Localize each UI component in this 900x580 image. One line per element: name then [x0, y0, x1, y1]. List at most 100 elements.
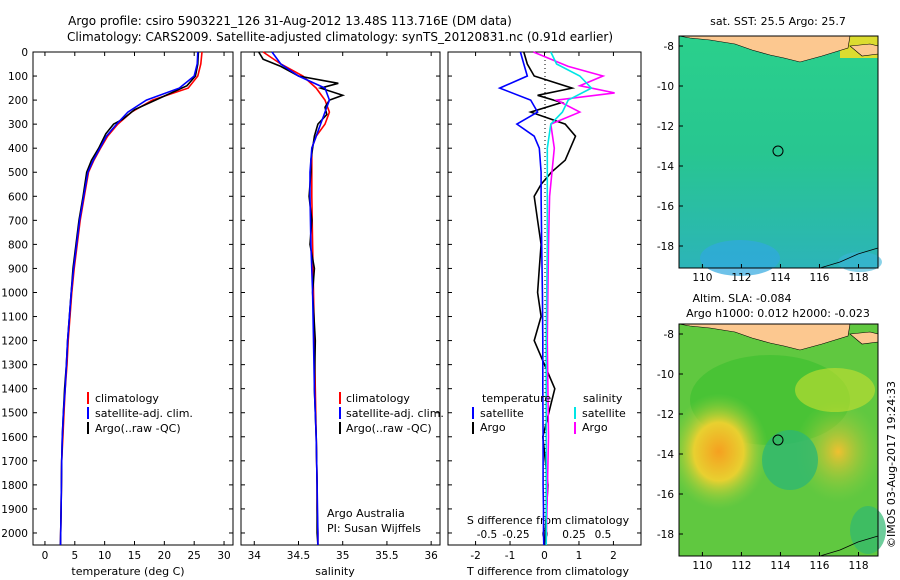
map-x-tick-label: 114	[770, 560, 790, 572]
sla-low-patch-2	[850, 506, 886, 554]
side-stamp: ©IMOS 03-Aug-2017 19:24:33	[885, 381, 898, 548]
sst-map-title: sat. SST: 25.5 Argo: 25.7	[710, 15, 846, 28]
map-x-tick-label: 116	[809, 272, 829, 284]
salinity-satellite-line	[271, 51, 331, 545]
x-tick-label: -1	[505, 550, 515, 562]
temperature-x-axis: 0 5 10 15 20 25 30	[42, 52, 231, 562]
map-x-tick-label: 116	[809, 560, 829, 572]
legend-climatology: climatology	[346, 392, 410, 405]
difference-x-axis: -2 -1 0 1 2	[470, 52, 617, 562]
salinity-panel: 34 34.5 35 35.5 36 salinity climatology sate…	[240, 51, 444, 578]
depth-tick-label: 800	[8, 239, 28, 251]
legend-argo: Argo(..raw -QC)	[95, 422, 181, 435]
depth-tick-label: 1000	[1, 287, 28, 299]
map-y-tick-label: -10	[657, 369, 674, 381]
x-tick-label: 30	[217, 550, 230, 562]
x-tick-label: 1	[576, 550, 583, 562]
sst-map-frame	[678, 35, 879, 269]
map-x-tick-label: 118	[848, 560, 868, 572]
difference-plot-frame	[447, 51, 642, 546]
depth-tick-label: 1300	[1, 360, 28, 372]
temperature-plot-frame	[32, 51, 234, 546]
temperature-climatology-line	[59, 51, 203, 546]
temperature-xlabel: temperature (deg C)	[71, 565, 184, 578]
x-tick-label: 34.5	[287, 550, 310, 562]
x-tick-label: 0	[42, 550, 49, 562]
depth-tick-label: 2000	[1, 528, 28, 540]
map-x-tick-label: 110	[692, 272, 712, 284]
sla-map-panel: Altim. SLA: -0.084 Argo h1000: 0.012 h20…	[657, 292, 886, 572]
legend-salinity-title: salinity	[583, 392, 623, 405]
legend-satellite: satellite-adj. clim.	[95, 407, 193, 420]
sla-map-title-2: Argo h1000: 0.012 h2000: -0.023	[686, 307, 870, 320]
legend-t-satellite: satellite	[480, 407, 524, 420]
credit-pi: PI: Susan Wijffels	[327, 522, 421, 535]
salinity-x-axis: 34 34.5 35 35.5 36	[248, 52, 438, 562]
salinity-legend: climatology satellite-adj. clim. Argo(..…	[339, 392, 444, 435]
sla-map-frame	[678, 323, 879, 557]
map-y-tick-label: -12	[657, 121, 674, 133]
sla-map-axes: -8 -10 -12 -14 -16 -18 110 112 114 116 118	[657, 329, 869, 572]
salinity-plot-frame	[240, 51, 441, 546]
s-diff-tick-label: -0.5	[477, 529, 498, 541]
s-difference-label: S difference from climatology	[467, 514, 630, 527]
diff-temperature-argo-line	[523, 51, 577, 546]
temperature-lines	[59, 51, 203, 546]
x-tick-label: 36	[424, 550, 438, 562]
s-diff-tick-label: -0.25	[502, 529, 529, 541]
title-line-1: Argo profile: csiro 5903221_126 31-Aug-2…	[68, 14, 512, 28]
s-diff-tick-label: 0.5	[595, 529, 612, 541]
difference-legend: temperature satellite Argo salinity sate…	[472, 392, 626, 434]
depth-tick-label: 200	[8, 95, 28, 107]
depth-tick-label: 1800	[1, 480, 28, 492]
x-tick-label: 15	[128, 550, 141, 562]
x-tick-label: 0	[541, 550, 548, 562]
depth-tick-label: 1600	[1, 432, 28, 444]
depth-tick-label: 600	[8, 191, 28, 203]
depth-tick-label: 1400	[1, 384, 28, 396]
diff-salinity-argo-line	[533, 51, 615, 546]
land-java	[678, 35, 851, 63]
salinity-xlabel: salinity	[315, 565, 355, 578]
x-tick-label: 20	[158, 550, 171, 562]
map-x-tick-label: 118	[848, 272, 868, 284]
difference-lines	[497, 51, 615, 546]
depth-tick-label: 400	[8, 143, 28, 155]
depth-tick-label: 1500	[1, 408, 28, 420]
sst-map-sea	[679, 36, 878, 268]
diff-salinity-satellite-line	[545, 51, 593, 545]
depth-tick-label: 0	[21, 47, 28, 59]
depth-tick-label: 1900	[1, 504, 28, 516]
argo-location-marker	[772, 145, 784, 157]
legend-s-satellite: satellite	[582, 407, 626, 420]
salinity-argo-line	[258, 51, 346, 546]
map-y-tick-label: -18	[657, 529, 674, 541]
temperature-argo-line	[59, 51, 200, 546]
temperature-legend: climatology satellite-adj. clim. Argo(..…	[87, 392, 193, 435]
depth-tick-label: 1700	[1, 456, 28, 468]
legend-argo: Argo(..raw -QC)	[346, 422, 432, 435]
temperature-satellite-line	[59, 51, 199, 546]
australia-coast-bottom	[819, 535, 879, 557]
map-x-tick-label: 112	[731, 560, 751, 572]
sst-cool-patch	[700, 240, 780, 276]
depth-tick-label: 100	[8, 71, 28, 83]
depth-tick-label: 300	[8, 119, 28, 131]
map-x-tick-label: 110	[692, 560, 712, 572]
difference-panel: -2 -1 0 1 2 -0.5 -0.25 0 0.25 0.5 S difference f…	[447, 51, 642, 578]
legend-temperature-title: temperature	[482, 392, 551, 405]
map-y-tick-label: -14	[657, 161, 674, 173]
x-tick-label: -2	[470, 550, 480, 562]
x-tick-label: 2	[610, 550, 617, 562]
land-java-bottom	[678, 323, 851, 351]
sla-map-title-1: Altim. SLA: -0.084	[692, 292, 791, 305]
map-y-tick-label: -10	[657, 81, 674, 93]
depth-tick-label: 500	[8, 167, 28, 179]
map-y-tick-label: -8	[664, 41, 674, 53]
sst-map-axes: -8 -10 -12 -14 -16 -18 110 112 114 116 118	[657, 41, 869, 284]
x-tick-label: 10	[98, 550, 111, 562]
salinity-lines	[258, 51, 346, 546]
difference-xlabel: T difference from climatology	[466, 565, 629, 578]
credit-argo-australia: Argo Australia	[327, 507, 405, 520]
